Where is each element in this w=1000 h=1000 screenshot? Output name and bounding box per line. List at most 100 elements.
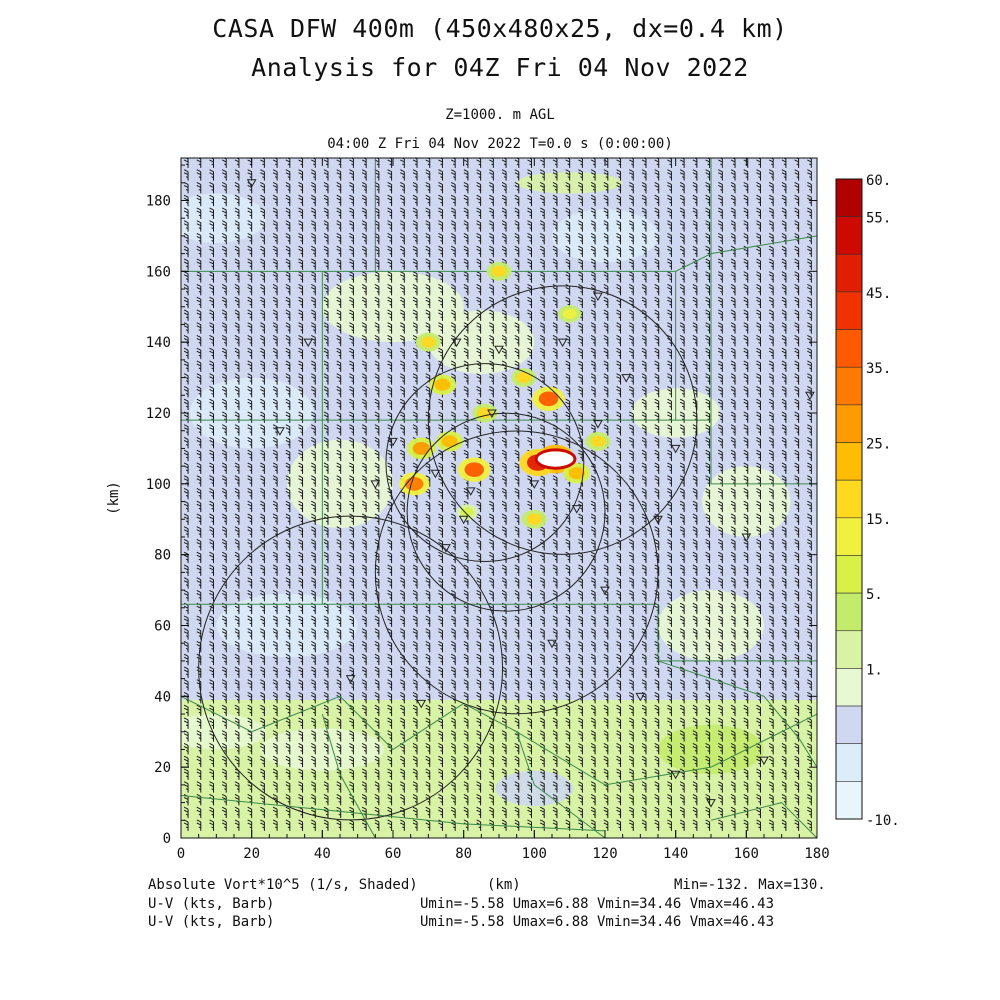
wind-barb-1265	[476, 232, 482, 245]
wind-barb-2173	[705, 819, 711, 831]
wind-barb-0	[183, 819, 189, 831]
wind-barb-2576	[794, 411, 800, 423]
wind-barb-531	[311, 806, 316, 819]
wind-barb-2275	[718, 194, 723, 207]
wind-barb-986	[412, 411, 418, 423]
wind-barb-702	[349, 653, 354, 666]
wind-barb-1051	[425, 258, 431, 270]
wind-barb-31	[183, 424, 189, 436]
wind-barb-877	[387, 449, 393, 462]
wind-barb-1160	[450, 220, 456, 232]
wind-barb-1063	[438, 781, 443, 793]
wind-barb-1076	[438, 615, 443, 627]
wind-barb-2405	[756, 564, 761, 576]
wind-barb-528	[298, 169, 304, 181]
wind-barb-734	[349, 245, 354, 258]
wind-barb-1645	[578, 793, 583, 806]
colorbar-label-0: 60.	[866, 173, 891, 189]
wind-barb-820	[374, 500, 380, 513]
wind-barb-2551	[794, 730, 800, 742]
wind-barb-386	[272, 628, 278, 640]
wind-barb-1116	[450, 781, 456, 793]
wind-barb-970	[412, 615, 418, 627]
wind-barb-815	[374, 564, 380, 576]
wind-barb-2486	[768, 207, 774, 219]
wind-barb-189	[222, 436, 227, 449]
wind-barb-1491	[540, 730, 545, 742]
wind-barb-534	[311, 768, 316, 780]
wind-barb-1762	[603, 653, 609, 666]
wind-barb-880	[387, 411, 393, 423]
wind-barb-1771	[603, 538, 609, 551]
wind-barb-1136	[450, 526, 456, 538]
wind-barb-2144	[692, 513, 698, 525]
wind-barb-2069	[679, 793, 685, 806]
wind-barb-1447	[527, 615, 533, 627]
wind-barb-2588	[794, 258, 800, 270]
wind-barb-484	[298, 730, 304, 742]
wind-barb-1950	[641, 283, 647, 296]
wind-barb-152	[209, 232, 215, 245]
wind-barb-862	[387, 640, 393, 653]
colorbar-swatch-6	[835, 404, 863, 443]
wind-barb-1538	[552, 806, 558, 819]
wind-barb-916	[400, 628, 405, 640]
wind-barb-2410	[756, 500, 761, 513]
wind-barb-1029	[425, 538, 431, 551]
vort-cell-12	[420, 336, 436, 348]
wind-barb-842	[374, 220, 380, 232]
vort-cell-6	[538, 391, 559, 407]
wind-barb-1053	[425, 232, 431, 245]
wind-barb-1058	[425, 169, 431, 181]
wind-barb-370	[260, 158, 265, 168]
wind-barb-1906	[629, 169, 634, 181]
wind-barb-378	[272, 730, 278, 742]
wind-barb-1182	[463, 615, 469, 627]
wind-barb-1888	[629, 398, 634, 411]
wind-barb-1372	[501, 220, 507, 232]
wind-barb-1600	[565, 691, 571, 704]
wind-barb-2281	[730, 793, 736, 806]
wind-barb-1626	[565, 360, 571, 372]
wind-barb-400	[272, 449, 278, 462]
wind-barb-139	[209, 398, 215, 411]
wind-barb-1732	[590, 360, 596, 372]
wind-barb-803	[374, 717, 380, 729]
wind-barb-849	[387, 806, 393, 819]
wind-barb-2440	[768, 793, 774, 806]
wind-barb-1892	[629, 347, 634, 360]
wind-barb-232	[234, 564, 240, 576]
wind-barb-952	[400, 169, 405, 181]
wind-barb-1596	[565, 742, 571, 755]
wind-barb-2591	[794, 220, 800, 232]
wind-barb-2157	[692, 347, 698, 360]
wind-barb-1902	[629, 220, 634, 232]
wind-barb-1701	[590, 755, 596, 768]
wind-barb-646	[336, 691, 342, 704]
wind-barb-1769	[603, 564, 609, 576]
station-marker-22	[759, 756, 769, 766]
wind-barb-2101	[679, 385, 685, 398]
wind-barb-320	[260, 793, 265, 806]
wind-barb-1999	[654, 334, 660, 347]
wind-barb-1240	[476, 551, 482, 564]
wind-barb-276	[247, 679, 253, 691]
wind-barb-2344	[743, 666, 749, 678]
wind-barb-1723	[590, 475, 596, 487]
plot-area	[181, 158, 817, 838]
wind-barb-2631	[807, 385, 812, 398]
wind-barb-1597	[565, 730, 571, 742]
wind-barb-2416	[756, 424, 761, 436]
wind-barb-1314	[489, 283, 494, 296]
wind-barb-1419	[514, 296, 520, 309]
wind-barb-1473	[527, 283, 533, 296]
wind-barb-1737	[590, 296, 596, 309]
wind-barb-1298	[489, 487, 494, 500]
wind-barb-2058	[667, 258, 672, 270]
wind-barb-2293	[730, 640, 736, 653]
wind-barb-2225	[705, 158, 711, 168]
wind-barb-939	[400, 334, 405, 347]
wind-barb-1392	[514, 640, 520, 653]
wind-barb-1975	[654, 640, 660, 653]
wind-barb-2191	[705, 589, 711, 602]
